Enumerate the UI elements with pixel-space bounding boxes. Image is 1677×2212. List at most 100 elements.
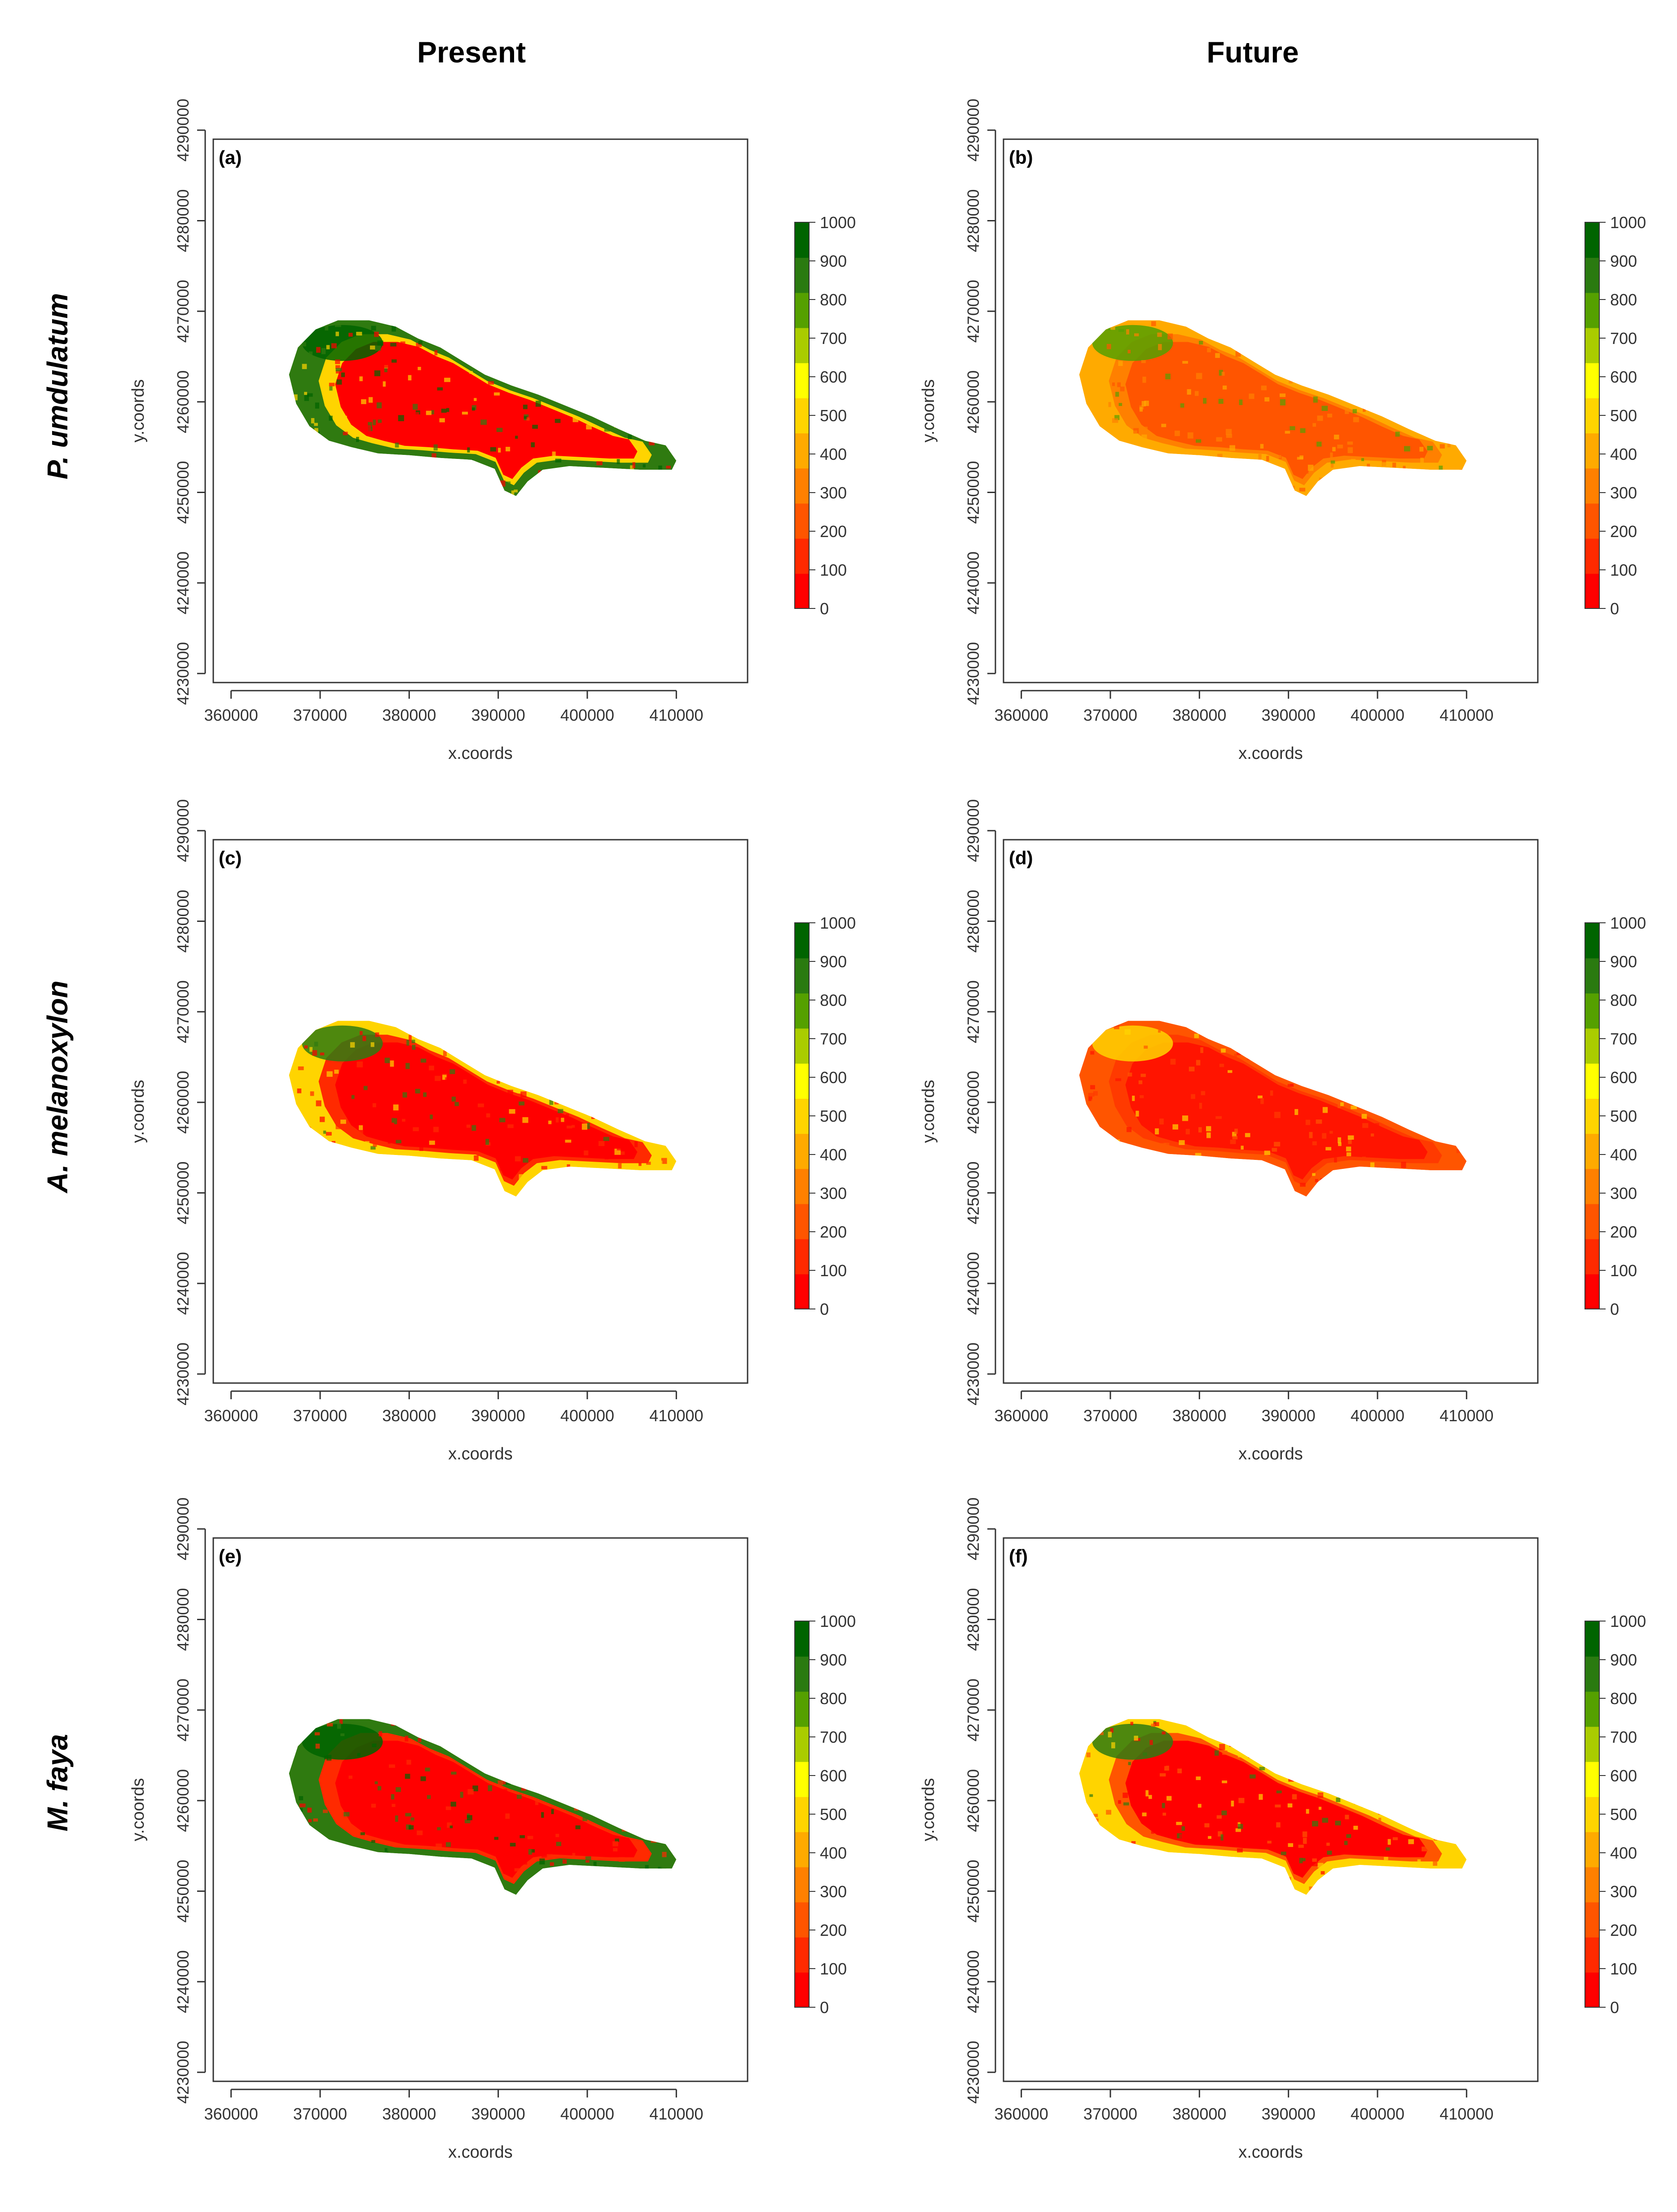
raster-cell — [1271, 1031, 1276, 1036]
raster-cell — [1382, 462, 1388, 467]
raster-cell — [1272, 1188, 1278, 1194]
island-core-zone — [335, 1741, 638, 1878]
raster-cell — [1429, 1875, 1433, 1879]
raster-cell — [365, 425, 371, 431]
raster-cell — [357, 1061, 363, 1067]
raster-cell — [1188, 1066, 1195, 1071]
raster-cell — [546, 1854, 553, 1859]
raster-cell — [1354, 1801, 1359, 1804]
legend-swatch — [795, 1621, 809, 1657]
raster-cell — [390, 1060, 394, 1067]
raster-cell — [533, 1844, 537, 1848]
raster-cell — [498, 448, 501, 453]
high-suitability-patch — [1092, 325, 1173, 361]
raster-cell — [413, 1127, 419, 1132]
raster-cell — [1212, 1791, 1216, 1796]
panel-label: (b) — [1009, 147, 1033, 168]
raster-cell — [320, 1052, 325, 1056]
raster-cell — [1237, 1824, 1243, 1829]
raster-cell — [1447, 443, 1451, 448]
raster-cell — [1407, 1110, 1411, 1115]
raster-cell — [1175, 1170, 1182, 1176]
raster-cell — [447, 1822, 452, 1828]
raster-cell — [1343, 1862, 1346, 1868]
x-tick-label: 360000 — [995, 706, 1048, 724]
raster-cell — [384, 366, 387, 372]
raster-cell — [1302, 1858, 1306, 1861]
raster-cell — [409, 1831, 414, 1837]
raster-cell — [532, 1822, 537, 1829]
raster-cell — [340, 1733, 345, 1736]
raster-cell — [1289, 485, 1295, 489]
raster-cell — [1229, 331, 1233, 337]
x-tick-label: 360000 — [995, 2105, 1048, 2123]
raster-cell — [486, 1113, 490, 1118]
raster-cell — [1338, 1034, 1343, 1039]
raster-cell — [497, 1080, 500, 1084]
raster-cell — [518, 1093, 523, 1097]
suitability-map: (e) 360000 370000 380000 390000 400000 410000 x… — [129, 1498, 856, 2162]
raster-cell — [334, 1070, 339, 1074]
raster-cell — [1309, 1748, 1313, 1751]
y-tick-label: 4230000 — [964, 1343, 982, 1406]
y-tick-label: 4260000 — [964, 1769, 982, 1832]
legend-swatch — [795, 1726, 809, 1762]
raster-cell — [299, 1808, 303, 1812]
raster-cell — [1357, 1195, 1362, 1197]
raster-cell — [313, 1818, 318, 1822]
raster-cell — [494, 392, 500, 396]
raster-cell — [1128, 1762, 1131, 1765]
legend-swatch — [1585, 222, 1599, 258]
panel-label: (a) — [219, 147, 242, 168]
raster-cell — [296, 1080, 300, 1086]
raster-cell — [1134, 1736, 1138, 1741]
raster-cell — [1362, 467, 1365, 472]
raster-cell — [1127, 1140, 1131, 1144]
raster-cell — [1334, 434, 1339, 440]
raster-cell — [1420, 1180, 1426, 1185]
raster-cell — [645, 1865, 649, 1872]
raster-cell — [1375, 1123, 1379, 1128]
raster-cell — [1337, 409, 1343, 414]
raster-cell — [1270, 1090, 1273, 1096]
raster-cell — [1091, 1099, 1097, 1105]
raster-cell — [1228, 1070, 1232, 1073]
raster-cell — [304, 1045, 308, 1049]
x-tick-label: 390000 — [1262, 2105, 1316, 2123]
raster-cell — [515, 436, 518, 439]
legend-label: 900 — [1610, 252, 1637, 270]
legend-label: 100 — [820, 1960, 847, 1978]
raster-cell — [343, 1775, 347, 1780]
raster-cell — [1345, 1064, 1351, 1070]
raster-cell — [1305, 467, 1309, 474]
raster-cell — [1113, 431, 1118, 436]
legend-swatch — [1585, 1902, 1599, 1938]
y-tick-label: 4270000 — [964, 980, 982, 1043]
raster-cell — [1308, 359, 1313, 365]
raster-cell — [350, 1042, 355, 1048]
x-tick-label: 360000 — [204, 2105, 258, 2123]
raster-cell — [1276, 1822, 1281, 1828]
raster-cell — [379, 1731, 383, 1736]
raster-cell — [1411, 1776, 1416, 1781]
raster-cell — [1325, 1147, 1331, 1150]
raster-cell — [1427, 445, 1433, 451]
raster-cell — [1099, 1102, 1104, 1105]
raster-cell — [1417, 1859, 1421, 1864]
raster-cell — [316, 1100, 321, 1106]
raster-cell — [1141, 401, 1146, 407]
y-tick-label: 4270000 — [174, 280, 192, 343]
raster-cell — [646, 1162, 651, 1165]
x-tick-label: 360000 — [995, 1406, 1048, 1425]
raster-cell — [1096, 1173, 1101, 1177]
raster-cell — [1338, 1102, 1341, 1108]
raster-cell — [1093, 1818, 1099, 1822]
raster-cell — [1267, 1841, 1272, 1844]
raster-cell — [1260, 444, 1264, 449]
raster-cell — [1330, 1067, 1336, 1073]
raster-cell — [1322, 1133, 1327, 1139]
raster-cell — [1208, 1871, 1212, 1877]
raster-cell — [1362, 1123, 1369, 1128]
raster-cell — [1153, 461, 1160, 467]
raster-cell — [1351, 1835, 1356, 1839]
